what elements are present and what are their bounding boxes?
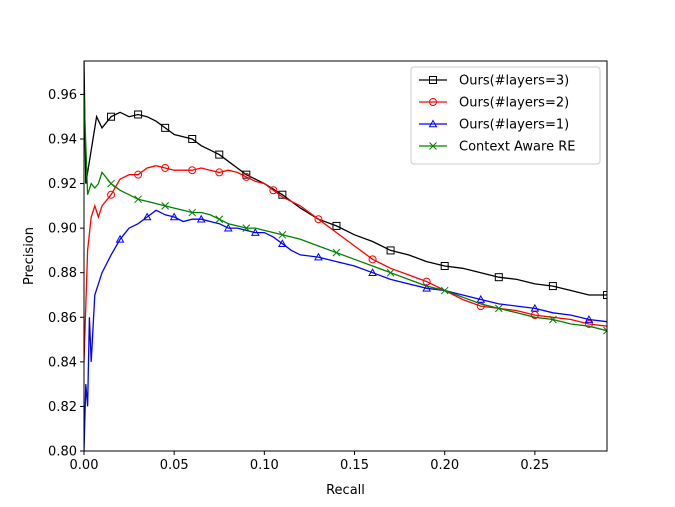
data-point bbox=[584, 319, 593, 328]
data-point bbox=[494, 304, 503, 313]
y-tick-label: 0.80 bbox=[48, 445, 77, 460]
data-point bbox=[603, 326, 607, 335]
y-axis-label: Precision bbox=[22, 227, 37, 285]
legend-entry: Context Aware RE bbox=[459, 140, 575, 155]
data-point bbox=[169, 212, 179, 221]
data-point bbox=[215, 168, 224, 177]
series-4 bbox=[84, 94, 607, 335]
y-tick-label: 0.96 bbox=[48, 88, 77, 103]
data-point bbox=[603, 291, 607, 299]
legend-entry: Ours(#layers=1) bbox=[459, 118, 569, 133]
x-tick-label: 0.00 bbox=[70, 458, 99, 473]
y-tick-label: 0.84 bbox=[48, 355, 77, 370]
data-point bbox=[134, 110, 143, 119]
data-point bbox=[332, 221, 341, 230]
data-point bbox=[107, 112, 116, 121]
data-point bbox=[223, 223, 233, 232]
data-point bbox=[188, 166, 197, 175]
x-tick-label: 0.15 bbox=[340, 458, 369, 473]
legend-entry: Ours(#layers=3) bbox=[459, 74, 569, 89]
y-tick-label: 0.94 bbox=[48, 133, 77, 148]
data-point bbox=[440, 286, 449, 295]
data-point bbox=[142, 212, 152, 221]
data-point bbox=[549, 315, 557, 324]
data-point bbox=[476, 294, 486, 303]
series-1 bbox=[84, 61, 607, 299]
legend-marker bbox=[428, 119, 438, 128]
series-3 bbox=[84, 209, 607, 451]
data-point bbox=[548, 282, 557, 291]
series-line bbox=[84, 209, 607, 451]
data-point bbox=[161, 123, 170, 132]
data-point bbox=[196, 214, 206, 223]
data-point bbox=[368, 268, 377, 277]
data-point bbox=[188, 208, 197, 217]
y-tick-label: 0.82 bbox=[48, 400, 77, 415]
series-2 bbox=[84, 163, 607, 362]
series-layer bbox=[84, 61, 607, 451]
data-point bbox=[314, 215, 323, 224]
y-tick-label: 0.90 bbox=[48, 222, 77, 237]
data-point bbox=[134, 195, 142, 204]
legend-marker bbox=[429, 98, 437, 106]
y-tick-label: 0.88 bbox=[48, 266, 77, 281]
legend-marker bbox=[429, 142, 437, 150]
data-point bbox=[530, 303, 540, 312]
data-point bbox=[188, 135, 197, 143]
data-point bbox=[134, 170, 143, 179]
x-axis-label: Recall bbox=[326, 483, 365, 498]
data-point bbox=[250, 228, 260, 236]
data-point bbox=[107, 190, 116, 199]
x-tick-label: 0.10 bbox=[250, 458, 279, 473]
data-point bbox=[440, 262, 449, 271]
legend: Ours(#layers=3) Ours(#layers=2) Ours(#laye… bbox=[410, 66, 601, 165]
data-point bbox=[332, 248, 341, 257]
data-point bbox=[278, 230, 287, 239]
plot-frame bbox=[83, 60, 608, 452]
data-point bbox=[368, 255, 377, 264]
data-point bbox=[242, 172, 251, 181]
legend-box bbox=[410, 66, 601, 165]
series-line bbox=[84, 61, 607, 296]
data-point bbox=[584, 314, 594, 323]
data-point bbox=[278, 239, 287, 248]
data-point bbox=[269, 186, 278, 195]
data-point bbox=[422, 283, 432, 292]
data-point bbox=[161, 202, 170, 210]
axes-layer: 0.00 0.05 0.10 0.15 0.20 0.25 0.80 0.82 0.84 0.86… bbox=[48, 88, 549, 473]
data-point bbox=[115, 234, 125, 243]
x-tick-label: 0.25 bbox=[520, 458, 549, 473]
data-point bbox=[215, 215, 224, 224]
y-tick-label: 0.92 bbox=[48, 177, 77, 192]
data-point bbox=[242, 224, 251, 232]
x-tick-label: 0.05 bbox=[160, 458, 189, 473]
data-point bbox=[494, 273, 503, 282]
data-point bbox=[314, 252, 323, 261]
data-point bbox=[161, 163, 170, 172]
legend-entry: Ours(#layers=2) bbox=[459, 96, 569, 111]
legend-marker bbox=[429, 76, 437, 84]
x-tick-label: 0.20 bbox=[430, 458, 459, 473]
y-tick-label: 0.86 bbox=[48, 311, 77, 326]
data-point bbox=[386, 268, 395, 277]
data-point bbox=[215, 150, 224, 159]
data-point bbox=[386, 246, 395, 255]
data-point bbox=[107, 179, 115, 188]
